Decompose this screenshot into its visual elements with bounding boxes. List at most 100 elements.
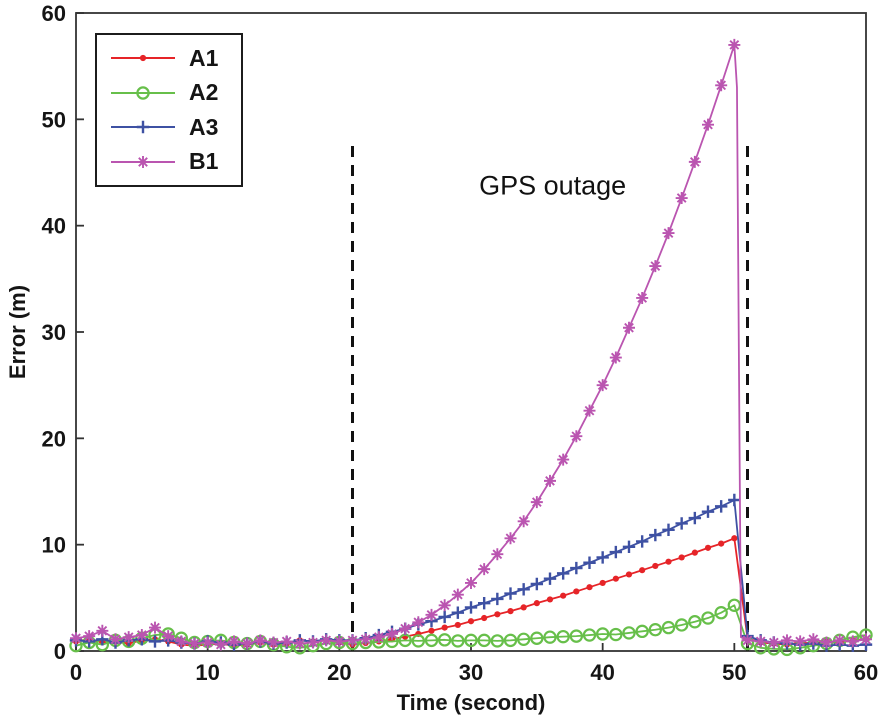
marker-dot <box>586 584 593 591</box>
marker-circle <box>661 620 676 635</box>
series-A1 <box>72 535 870 649</box>
marker-plus <box>675 517 688 530</box>
marker-circle <box>437 633 452 647</box>
marker-circle <box>490 634 505 648</box>
marker-asterisk <box>96 624 109 637</box>
marker-circle <box>635 624 649 639</box>
legend-line-sample-A1 <box>111 55 175 62</box>
marker-plus <box>701 505 715 518</box>
marker-plus <box>570 561 583 575</box>
marker-asterisk <box>137 155 149 168</box>
marker-asterisk <box>201 636 214 649</box>
legend-label-A1: A1 <box>189 44 219 71</box>
marker-asterisk <box>241 637 254 650</box>
marker-asterisk <box>188 637 201 650</box>
marker-asterisk <box>767 636 780 649</box>
legend-line-sample-A3 <box>111 121 175 134</box>
marker-asterisk <box>320 634 333 647</box>
marker-dot <box>454 621 461 629</box>
marker-plus <box>622 540 636 553</box>
marker-asterisk <box>715 79 728 92</box>
marker-dot <box>533 600 540 607</box>
marker-circle <box>451 634 465 648</box>
marker-asterisk <box>794 635 807 648</box>
legend-line-sample-B1 <box>111 155 175 168</box>
marker-plus <box>596 551 609 564</box>
legend-item-B1: B1 <box>109 149 241 175</box>
marker-asterisk <box>517 515 530 528</box>
marker-dot <box>731 535 738 542</box>
marker-dot <box>691 549 698 556</box>
marker-asterisk <box>688 155 701 168</box>
marker-plus <box>517 583 530 596</box>
marker-asterisk <box>781 634 793 647</box>
marker-asterisk <box>570 430 583 443</box>
marker-asterisk <box>557 453 570 466</box>
marker-dot <box>507 608 514 615</box>
x-tick-label: 50 <box>722 660 746 685</box>
marker-plus <box>609 545 623 559</box>
marker-dot <box>494 611 501 618</box>
marker-dot <box>678 554 685 561</box>
y-tick-label: 20 <box>42 426 66 451</box>
y-tick-label: 50 <box>42 107 66 132</box>
marker-asterisk <box>451 588 464 601</box>
marker-asterisk <box>372 631 385 644</box>
marker-asterisk <box>425 608 438 621</box>
y-tick-label: 0 <box>54 639 66 664</box>
marker-plus <box>543 572 557 585</box>
legend-label-B1: B1 <box>189 148 219 175</box>
marker-circle <box>582 628 597 642</box>
marker-plus <box>136 121 150 134</box>
marker-plus <box>530 577 544 591</box>
marker-circle <box>688 615 702 629</box>
legend-label-A2: A2 <box>189 79 219 106</box>
marker-asterisk <box>530 496 543 509</box>
marker-plus <box>438 610 451 624</box>
y-tick-label: 60 <box>42 1 66 26</box>
marker-circle <box>516 632 531 647</box>
marker-dot <box>652 562 659 570</box>
series-A3 <box>69 493 873 652</box>
marker-circle <box>411 634 426 648</box>
x-tick-label: 40 <box>590 660 614 685</box>
marker-plus <box>451 606 465 619</box>
marker-asterisk <box>649 260 662 273</box>
marker-dot <box>441 624 448 631</box>
marker-asterisk <box>346 634 359 647</box>
legend-line-sample-A2 <box>111 86 175 100</box>
marker-asterisk <box>333 635 346 648</box>
legend-label-A3: A3 <box>189 113 219 140</box>
marker-circle <box>622 626 636 640</box>
marker-dot <box>718 540 725 547</box>
marker-dot <box>467 618 475 625</box>
marker-asterisk <box>83 630 96 643</box>
marker-circle <box>674 618 689 632</box>
marker-circle <box>464 633 478 648</box>
y-tick-label: 30 <box>42 320 66 345</box>
marker-asterisk <box>307 636 319 649</box>
marker-asterisk <box>267 636 280 649</box>
marker-circle <box>701 611 715 625</box>
marker-circle <box>530 631 544 645</box>
marker-plus <box>583 556 596 569</box>
marker-asterisk <box>228 635 240 648</box>
marker-asterisk <box>359 633 372 646</box>
marker-dot <box>639 567 646 574</box>
marker-asterisk <box>675 192 688 205</box>
marker-dot <box>520 604 527 611</box>
marker-circle <box>569 629 584 643</box>
marker-asterisk <box>122 631 135 644</box>
marker-asterisk <box>544 474 556 487</box>
marker-dot <box>665 558 672 565</box>
y-tick-label: 10 <box>42 533 66 558</box>
marker-asterisk <box>623 321 635 334</box>
legend-item-A2: A2 <box>109 80 241 106</box>
marker-circle <box>477 633 491 648</box>
marker-circle <box>595 627 610 641</box>
marker-asterisk <box>109 633 122 646</box>
marker-plus <box>649 528 662 542</box>
legend-item-A1: A1 <box>109 45 241 71</box>
marker-dot <box>428 627 435 634</box>
